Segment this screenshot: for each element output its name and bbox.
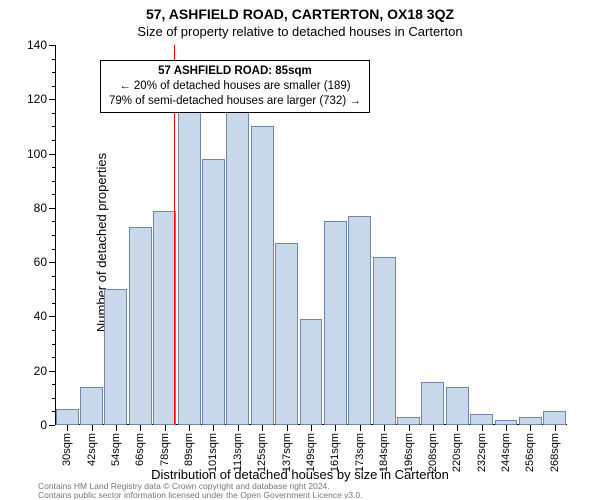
footnote: Contains HM Land Registry data © Crown c… — [38, 482, 598, 499]
bar — [251, 126, 274, 425]
bar — [373, 257, 396, 425]
bar — [324, 221, 347, 425]
y-tick — [49, 208, 55, 209]
y-tick — [49, 45, 55, 46]
y-tick-minor — [52, 113, 55, 114]
x-tick-label: 113sqm — [232, 433, 244, 471]
y-tick-minor — [52, 330, 55, 331]
y-tick-minor — [52, 221, 55, 222]
bar — [397, 417, 420, 425]
y-tick — [49, 99, 55, 100]
y-tick — [49, 371, 55, 372]
x-tick-label: 42sqm — [86, 433, 98, 466]
y-tick — [49, 425, 55, 426]
x-tick — [360, 425, 361, 431]
y-tick-minor — [52, 249, 55, 250]
x-tick-label: 78sqm — [159, 433, 171, 466]
x-tick — [189, 425, 190, 431]
footnote-line2: Contains public sector information licen… — [38, 490, 363, 500]
x-tick-label: 54sqm — [110, 433, 122, 466]
y-tick-minor — [52, 140, 55, 141]
y-tick-minor — [52, 181, 55, 182]
annotation-title: 57 ASHFIELD ROAD: 85sqm — [109, 64, 361, 79]
x-tick — [287, 425, 288, 431]
y-tick — [49, 154, 55, 155]
x-tick — [238, 425, 239, 431]
x-tick — [262, 425, 263, 431]
y-tick-label: 60 — [0, 255, 47, 269]
y-tick-label: 120 — [0, 92, 47, 106]
x-tick-label: 89sqm — [183, 433, 195, 466]
y-tick-minor — [52, 86, 55, 87]
chart-title: 57, ASHFIELD ROAD, CARTERTON, OX18 3QZ — [0, 6, 600, 22]
y-tick-minor — [52, 235, 55, 236]
x-tick — [67, 425, 68, 431]
x-tick-label: 66sqm — [134, 433, 146, 466]
y-tick-minor — [52, 289, 55, 290]
bar — [543, 411, 566, 425]
bar — [348, 216, 371, 425]
x-tick — [409, 425, 410, 431]
y-tick-minor — [52, 126, 55, 127]
x-tick — [165, 425, 166, 431]
x-tick — [457, 425, 458, 431]
y-tick-label: 20 — [0, 364, 47, 378]
y-tick-minor — [52, 303, 55, 304]
x-tick — [384, 425, 385, 431]
x-tick — [213, 425, 214, 431]
bar — [470, 414, 493, 425]
y-tick-label: 40 — [0, 309, 47, 323]
bar — [446, 387, 469, 425]
y-tick-label: 100 — [0, 147, 47, 161]
bar — [226, 99, 249, 425]
y-tick-minor — [52, 384, 55, 385]
bar — [129, 227, 152, 425]
y-tick-minor — [52, 411, 55, 412]
x-tick — [116, 425, 117, 431]
y-tick-minor — [52, 167, 55, 168]
chart-subtitle: Size of property relative to detached ho… — [0, 24, 600, 39]
x-axis-label: Distribution of detached houses by size … — [0, 467, 600, 482]
bar — [519, 417, 542, 425]
x-tick — [335, 425, 336, 431]
x-tick — [311, 425, 312, 431]
y-tick-minor — [52, 357, 55, 358]
annotation-box: 57 ASHFIELD ROAD: 85sqm ← 20% of detache… — [100, 60, 370, 113]
x-tick — [482, 425, 483, 431]
x-tick — [92, 425, 93, 431]
bar — [275, 243, 298, 425]
y-tick-label: 0 — [0, 418, 47, 432]
x-tick — [433, 425, 434, 431]
y-tick — [49, 316, 55, 317]
x-tick — [530, 425, 531, 431]
y-tick-minor — [52, 59, 55, 60]
bar — [202, 159, 225, 425]
y-tick-minor — [52, 276, 55, 277]
y-tick-minor — [52, 72, 55, 73]
bar — [300, 319, 323, 425]
annotation-line1: ← 20% of detached houses are smaller (18… — [109, 79, 361, 94]
bar — [80, 387, 103, 425]
bar — [56, 409, 79, 425]
bar — [153, 211, 176, 425]
x-tick — [140, 425, 141, 431]
y-tick-label: 80 — [0, 201, 47, 215]
x-tick — [506, 425, 507, 431]
y-tick-minor — [52, 398, 55, 399]
y-tick-minor — [52, 344, 55, 345]
y-tick — [49, 262, 55, 263]
bar — [178, 94, 201, 425]
bar — [421, 382, 444, 425]
x-tick — [555, 425, 556, 431]
y-tick-label: 140 — [0, 38, 47, 52]
annotation-line2: 79% of semi-detached houses are larger (… — [109, 94, 361, 109]
x-tick-label: 30sqm — [61, 433, 73, 466]
bar — [104, 289, 127, 425]
y-tick-minor — [52, 194, 55, 195]
